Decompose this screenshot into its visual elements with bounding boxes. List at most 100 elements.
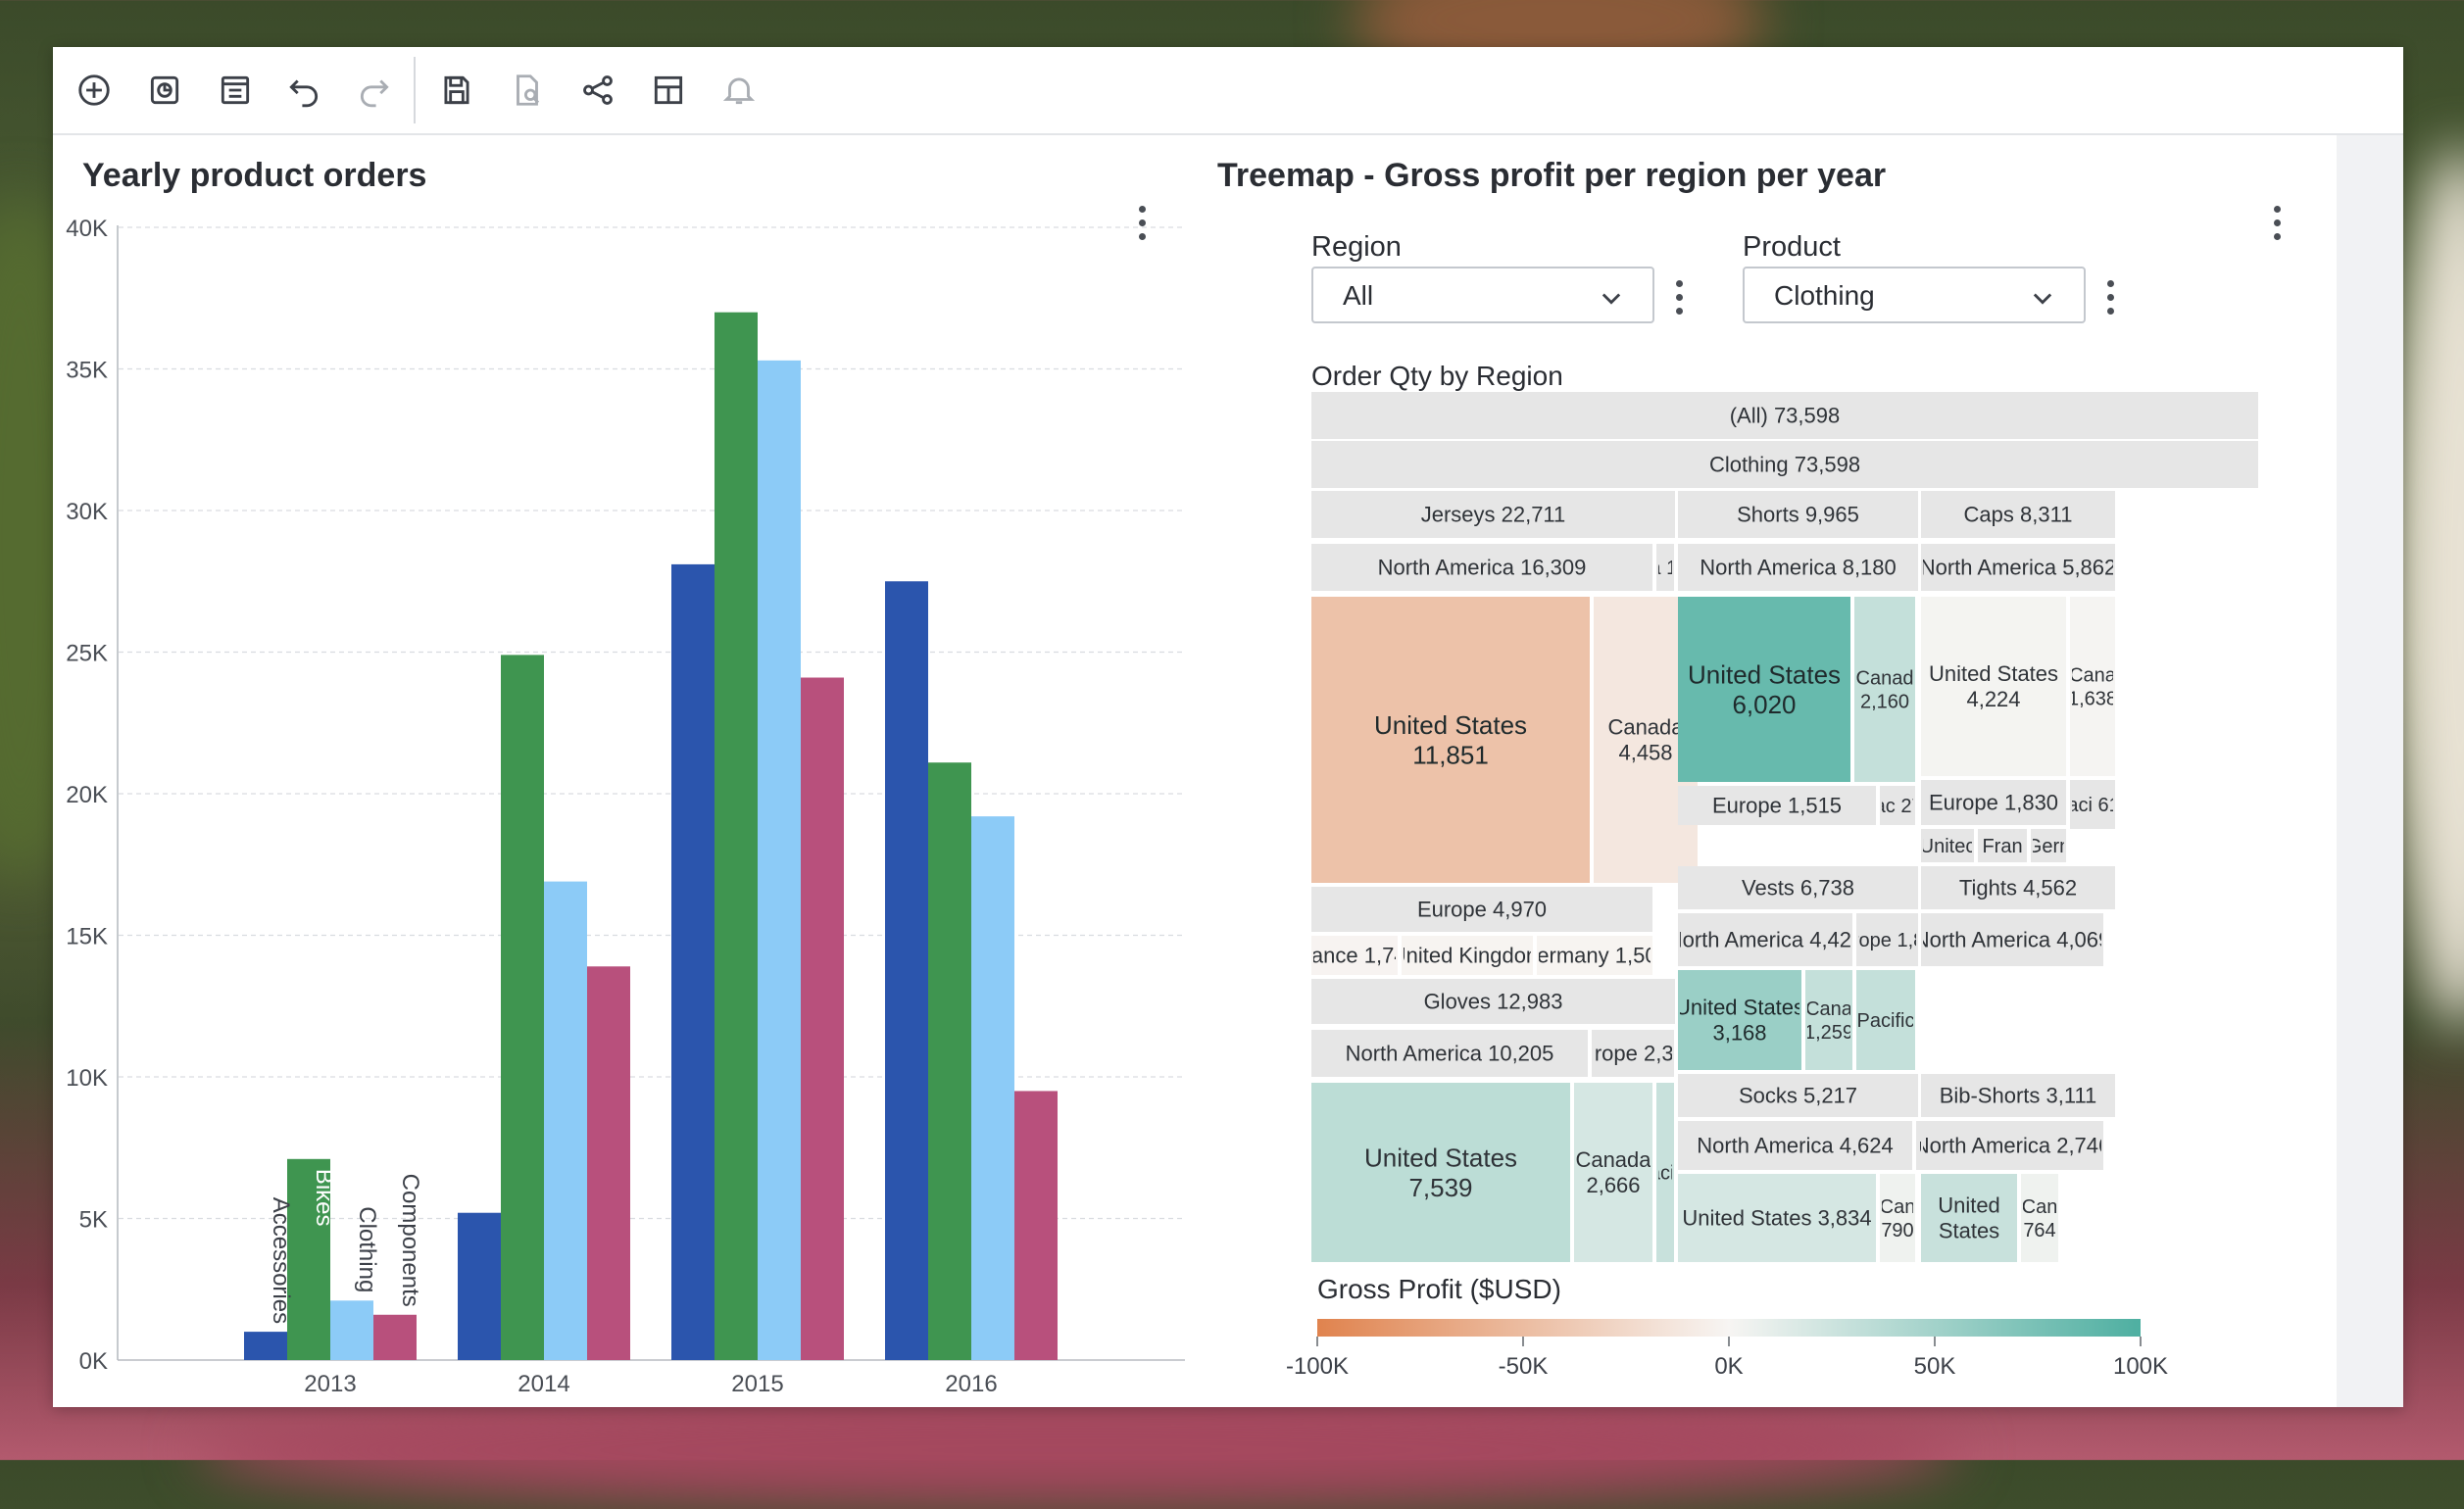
share-icon[interactable] (570, 63, 625, 118)
notification-icon[interactable] (712, 63, 766, 118)
y-tick-label: 40K (66, 216, 108, 242)
treemap-cell-label-line: Tights 4,562 (1959, 876, 2077, 901)
treemap-cell-label-line: Bib-Shorts 3,111 (1940, 1084, 2097, 1108)
treemap-cell (1678, 544, 1918, 591)
treemap-cell-label: Tights 4,562 (1959, 876, 2077, 901)
treemap-cell-label-line: United States (1929, 661, 2058, 686)
treemap-cell-label-line: (All) 73,598 (1730, 404, 1841, 428)
y-tick-label: 25K (66, 641, 108, 667)
treemap-cell-label: Bib-Shorts 3,111 (1940, 1084, 2097, 1108)
y-tick-label: 0K (79, 1348, 108, 1375)
region-select[interactable]: All (1311, 267, 1654, 323)
treemap-cell-label: Socks 5,217 (1739, 1084, 1857, 1108)
bar (671, 563, 715, 1360)
treemap-cell-label-line: 4,224 (1966, 687, 2020, 711)
treemap-cell (1678, 866, 1918, 909)
treemap-cell-label: Cana 1,638 (2068, 665, 2117, 710)
save-as-icon[interactable] (500, 63, 555, 118)
treemap-cell (1311, 597, 1590, 883)
page-icon[interactable] (208, 63, 263, 118)
save-icon[interactable] (429, 63, 484, 118)
treemap-cell (1311, 1083, 1570, 1262)
treemap-cell (1592, 1030, 1674, 1077)
treemap-cell-label: Pacific (1637, 1163, 1695, 1185)
treemap-cell-label-line: Vests 6,738 (1742, 876, 1854, 901)
treemap-cell (1311, 441, 2258, 488)
treemap-cell (1537, 936, 1652, 975)
treemap-cell-label-line: Caps 8,311 (1964, 503, 2073, 527)
treemap-cell-label-line: 7,539 (1408, 1173, 1472, 1202)
undo-icon[interactable] (276, 63, 331, 118)
treemap-cell-label-line: States (1939, 1219, 1999, 1243)
treemap-cell-label: Unitec (1920, 836, 1976, 857)
treemap-cell (2070, 780, 2115, 829)
treemap-cell (1656, 544, 1674, 591)
treemap-cell (1921, 913, 2103, 966)
treemap-cell-label: Europe 2,323 (1568, 1042, 1698, 1066)
bar (501, 655, 544, 1360)
treemap-cell-label-line: United States (1374, 710, 1527, 740)
y-tick-label: 5K (79, 1207, 108, 1234)
insert-visualization-icon[interactable] (137, 63, 192, 118)
treemap-cell-label: Gern (2027, 836, 2070, 857)
treemap-cell (1921, 491, 2115, 538)
treemap-cell-label-line: 764 (2023, 1220, 2055, 1241)
treemap-cell-label-line: Pacific (1857, 1010, 1915, 1032)
legend-tick-label: -100K (1286, 1353, 1349, 1380)
bar (885, 581, 928, 1360)
y-tick-label: 10K (66, 1065, 108, 1092)
treemap-cell-label-line: France 1,740 (1291, 944, 1418, 968)
product-filter-options-icon[interactable] (2095, 272, 2125, 321)
treemap-cell-label: Fran (1982, 836, 2022, 857)
region-filter-options-icon[interactable] (1664, 272, 1694, 321)
treemap-cell-label-line: Clothing 73,598 (1709, 453, 1860, 477)
treemap-cell-label-line: 11,851 (1412, 740, 1489, 769)
treemap-cell-label-line: United (1938, 1193, 2000, 1218)
treemap-cell-label-line: Pacific (1637, 1163, 1695, 1185)
add-icon[interactable] (67, 63, 122, 118)
treemap-cell-label: Cana 1,259 (1804, 998, 1853, 1044)
treemap-cell (2031, 829, 2066, 862)
bar-chart-more-options-icon[interactable] (1127, 198, 1157, 247)
treemap-panel-title: Treemap - Gross profit per region per ye… (1217, 157, 1887, 194)
treemap-more-options-icon[interactable] (2262, 198, 2292, 247)
treemap-cell-label: Pac 270 (1861, 796, 1933, 817)
color-legend: -100K -50K 0K 50K 100K (1286, 1319, 2168, 1380)
legend-tick-label: 50K (1914, 1353, 1956, 1380)
treemap-cell-label-line: United States (1364, 1143, 1517, 1172)
treemap-cell-label-line: Socks 5,217 (1739, 1084, 1857, 1108)
treemap-cell-label: Pa 1,4 (1637, 558, 1694, 579)
series-label: Components (397, 1174, 423, 1307)
treemap-cell-label: United States 3,834 (1682, 1206, 1871, 1231)
treemap-cell-label-line: Pac 270 (1861, 796, 1933, 817)
bar (971, 816, 1014, 1360)
treemap-cell-label-line: North America 16,309 (1378, 556, 1587, 580)
treemap-cell-label: Europe 1,515 (1712, 794, 1842, 818)
dashboard-card: Yearly product orders Treemap - Gross pr… (53, 47, 2403, 1407)
bar (287, 1158, 330, 1360)
treemap-cell-label-line: Paci 619 (2054, 795, 2131, 816)
treemap-cell (1678, 597, 1850, 782)
bar (758, 360, 801, 1361)
x-tick-label: 2013 (304, 1371, 356, 1397)
region-filter-label: Region (1311, 231, 1402, 263)
treemap-cell (1678, 1121, 1912, 1170)
treemap-cell-label-line: Can (1880, 1196, 1916, 1218)
treemap-cell (1678, 786, 1876, 825)
treemap-cell (1311, 491, 1675, 538)
region-select-value: All (1343, 280, 1374, 311)
treemap-cell-label: Can 790 (1880, 1196, 1916, 1241)
layout-grid-icon[interactable] (641, 63, 696, 118)
treemap-cell-label-line: Europe 1,820 (1828, 930, 1946, 951)
treemap-cell-label-line: Canad (1856, 668, 1914, 690)
product-select[interactable]: Clothing (1743, 267, 2086, 323)
treemap-cell-label-line: Gern (2027, 836, 2070, 857)
treemap-cell-label: Can 764 (2022, 1196, 2058, 1241)
redo-icon[interactable] (347, 63, 402, 118)
treemap-cell-label: United States 4,224 (1929, 661, 2058, 711)
bar-chart-title: Yearly product orders (82, 157, 427, 194)
treemap-cell-label-line: North America 10,205 (1346, 1042, 1554, 1066)
treemap-cell-label: Europe 1,820 (1828, 930, 1946, 951)
treemap-cell-label-line: Can (2022, 1196, 2058, 1218)
x-tick-label: 2014 (517, 1371, 569, 1397)
